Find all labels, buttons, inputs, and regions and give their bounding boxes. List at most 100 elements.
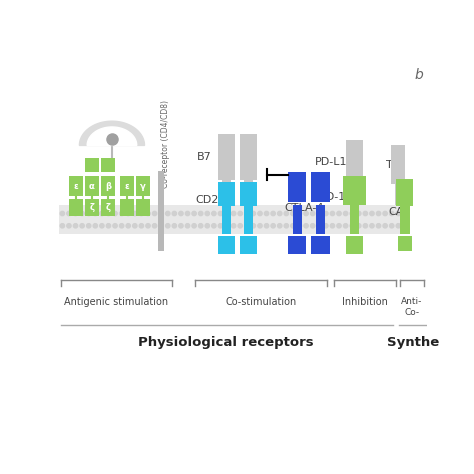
Bar xyxy=(136,200,150,216)
Text: Antigenic stimulation: Antigenic stimulation xyxy=(64,297,168,307)
Bar xyxy=(391,146,405,184)
Circle shape xyxy=(106,224,110,228)
Circle shape xyxy=(264,224,269,228)
Bar xyxy=(240,236,257,254)
Circle shape xyxy=(350,211,355,216)
Circle shape xyxy=(251,224,255,228)
Circle shape xyxy=(185,224,190,228)
Circle shape xyxy=(139,224,144,228)
Text: TA: TA xyxy=(386,160,400,170)
Circle shape xyxy=(363,224,367,228)
Circle shape xyxy=(159,224,164,228)
Circle shape xyxy=(73,211,78,216)
Bar xyxy=(316,205,325,234)
Circle shape xyxy=(344,211,348,216)
Circle shape xyxy=(317,224,321,228)
Circle shape xyxy=(153,211,157,216)
Bar xyxy=(85,176,99,196)
Circle shape xyxy=(225,224,229,228)
Circle shape xyxy=(317,211,321,216)
Circle shape xyxy=(251,211,255,216)
Text: PD-1: PD-1 xyxy=(319,192,346,202)
Bar xyxy=(101,158,115,173)
Circle shape xyxy=(258,211,262,216)
Circle shape xyxy=(271,211,275,216)
Circle shape xyxy=(165,211,170,216)
Bar xyxy=(101,176,115,196)
Bar xyxy=(120,176,134,196)
Bar xyxy=(136,176,150,196)
Circle shape xyxy=(284,211,289,216)
Circle shape xyxy=(278,224,282,228)
Text: β: β xyxy=(105,182,111,191)
Circle shape xyxy=(278,211,282,216)
Circle shape xyxy=(291,224,295,228)
Bar xyxy=(311,173,330,201)
Circle shape xyxy=(146,224,150,228)
Bar xyxy=(311,236,330,254)
Bar xyxy=(244,180,253,205)
Circle shape xyxy=(73,224,78,228)
Circle shape xyxy=(219,224,223,228)
Circle shape xyxy=(330,211,335,216)
Circle shape xyxy=(172,211,176,216)
Circle shape xyxy=(119,211,124,216)
Bar xyxy=(292,205,302,234)
Circle shape xyxy=(146,211,150,216)
Bar xyxy=(101,200,115,216)
Circle shape xyxy=(396,224,401,228)
Bar xyxy=(222,205,231,234)
Bar xyxy=(218,236,235,254)
Circle shape xyxy=(113,211,117,216)
Bar xyxy=(85,158,99,173)
Circle shape xyxy=(219,211,223,216)
Circle shape xyxy=(310,224,315,228)
Circle shape xyxy=(337,211,341,216)
Text: b: b xyxy=(414,68,423,82)
Circle shape xyxy=(356,224,361,228)
Circle shape xyxy=(245,211,249,216)
Bar xyxy=(400,205,410,234)
Bar xyxy=(240,134,257,180)
Circle shape xyxy=(370,224,374,228)
Circle shape xyxy=(60,224,64,228)
Circle shape xyxy=(297,211,301,216)
Bar xyxy=(218,134,235,180)
Bar xyxy=(343,176,366,206)
Circle shape xyxy=(133,211,137,216)
Circle shape xyxy=(93,211,98,216)
Bar xyxy=(120,200,134,216)
Bar xyxy=(288,236,307,254)
Text: B7: B7 xyxy=(196,152,211,162)
Circle shape xyxy=(159,211,164,216)
Circle shape xyxy=(245,224,249,228)
Circle shape xyxy=(390,224,394,228)
Circle shape xyxy=(106,211,110,216)
Circle shape xyxy=(383,211,387,216)
Circle shape xyxy=(93,224,98,228)
Circle shape xyxy=(179,211,183,216)
Circle shape xyxy=(238,211,242,216)
Text: ε: ε xyxy=(124,182,129,191)
Text: Co-stimulation: Co-stimulation xyxy=(225,297,296,307)
Text: CA: CA xyxy=(389,208,404,218)
Circle shape xyxy=(396,211,401,216)
Circle shape xyxy=(172,224,176,228)
Circle shape xyxy=(356,211,361,216)
Text: Physiological receptors: Physiological receptors xyxy=(138,336,314,348)
Circle shape xyxy=(310,211,315,216)
Circle shape xyxy=(87,211,91,216)
Circle shape xyxy=(133,224,137,228)
Polygon shape xyxy=(87,127,137,146)
Circle shape xyxy=(225,211,229,216)
Bar xyxy=(85,200,99,216)
Text: Anti-
Co-: Anti- Co- xyxy=(401,297,422,317)
Bar xyxy=(288,173,307,201)
Bar xyxy=(222,180,231,205)
Bar xyxy=(346,140,363,183)
Circle shape xyxy=(324,211,328,216)
Circle shape xyxy=(67,211,71,216)
Circle shape xyxy=(165,224,170,228)
Bar xyxy=(398,236,412,251)
Bar xyxy=(69,200,82,216)
